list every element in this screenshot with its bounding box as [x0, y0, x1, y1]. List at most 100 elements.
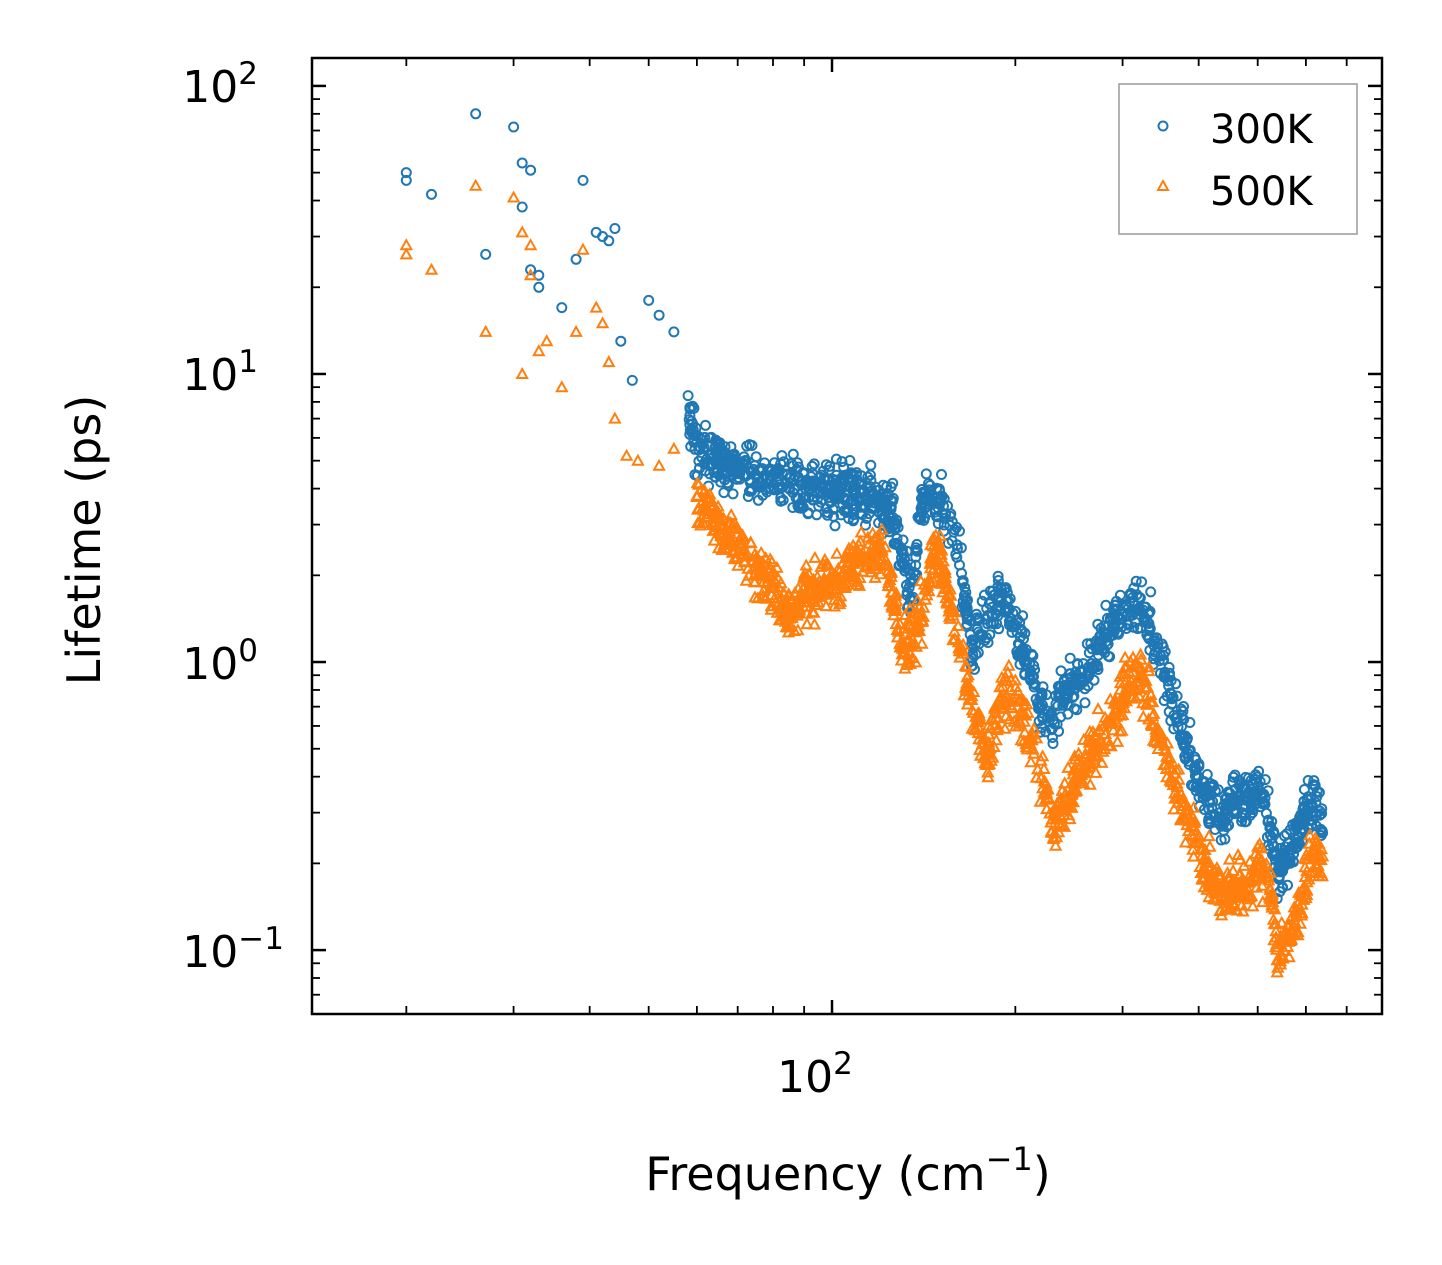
point-500k [1133, 647, 1148, 660]
point-500k [862, 536, 876, 549]
point-300k [1157, 649, 1169, 661]
point-300k [873, 484, 885, 496]
point-300k [1178, 738, 1189, 750]
point-300k [1307, 779, 1319, 791]
point-300k [835, 473, 847, 485]
point-500k [800, 617, 814, 630]
point-500k [866, 526, 880, 539]
point-500k [1014, 692, 1028, 705]
point-300k [877, 512, 889, 524]
point-500k [1186, 849, 1201, 862]
point-500k [771, 571, 785, 584]
point-500k [882, 575, 896, 588]
point-300k [766, 465, 778, 477]
point-300k [1064, 652, 1076, 664]
point-500k [1144, 687, 1158, 700]
point-300k [844, 455, 856, 466]
point-300k [695, 433, 707, 445]
point-300k [1162, 675, 1174, 687]
point-500k [1140, 696, 1154, 709]
point-500k [1269, 924, 1283, 937]
point-500k [691, 515, 705, 528]
point-500k [569, 324, 583, 337]
point-500k [706, 511, 721, 524]
point-300k [1012, 648, 1024, 660]
point-500k [1145, 709, 1160, 722]
point-500k [894, 653, 909, 666]
point-500k [799, 558, 813, 571]
point-500k [755, 564, 769, 577]
point-500k [960, 681, 974, 694]
point-500k [855, 548, 869, 561]
point-500k [1129, 691, 1143, 704]
point-500k [1035, 749, 1050, 762]
point-300k [961, 595, 973, 607]
point-500k [1138, 680, 1152, 693]
point-500k [1213, 870, 1227, 883]
point-300k [862, 471, 874, 483]
point-500k [1025, 727, 1040, 740]
point-500k [1037, 774, 1052, 787]
point-300k [939, 512, 951, 524]
point-300k [716, 446, 728, 458]
point-300k [710, 453, 722, 465]
point-500k [1058, 799, 1072, 812]
point-300k [737, 459, 749, 470]
point-300k [890, 537, 902, 549]
point-300k [1040, 726, 1052, 738]
point-500k [1265, 887, 1280, 900]
point-300k [1240, 800, 1252, 812]
point-500k [1167, 802, 1181, 815]
point-500k [965, 689, 979, 702]
point-300k [789, 470, 801, 482]
point-300k [533, 281, 545, 293]
point-500k [718, 536, 732, 549]
point-300k [938, 500, 949, 512]
point-300k [400, 167, 412, 179]
point-500k [987, 739, 1001, 752]
point-300k [992, 575, 1004, 586]
point-500k [1086, 734, 1100, 747]
point-300k [992, 570, 1004, 582]
point-300k [970, 648, 982, 660]
point-300k [994, 587, 1006, 599]
point-300k [1247, 807, 1258, 819]
point-300k [823, 464, 835, 476]
point-500k [751, 591, 765, 604]
point-300k [1156, 638, 1168, 650]
point-300k [849, 484, 861, 496]
point-500k [515, 225, 529, 238]
point-300k [727, 488, 739, 500]
point-500k [589, 300, 603, 313]
point-500k [1136, 709, 1150, 722]
point-500k [1065, 786, 1079, 799]
point-300k [1274, 842, 1286, 854]
point-300k [1290, 820, 1302, 832]
point-300k [1092, 618, 1104, 630]
point-500k [1196, 871, 1211, 884]
point-300k [868, 502, 880, 514]
point-500k [1097, 742, 1112, 755]
point-500k [1186, 818, 1200, 831]
point-300k [1154, 667, 1166, 679]
point-300k [752, 494, 764, 506]
point-500k [1093, 731, 1107, 744]
y-tick-label-10: 101 [182, 344, 258, 401]
point-300k [1100, 599, 1112, 611]
point-300k [1279, 841, 1291, 853]
point-300k [1231, 791, 1243, 802]
point-300k [1145, 586, 1157, 598]
point-300k [525, 264, 537, 276]
point-500k [923, 556, 938, 569]
point-300k [1151, 632, 1163, 644]
point-300k [762, 464, 774, 476]
point-300k [1314, 805, 1326, 817]
point-300k [1047, 738, 1059, 749]
point-500k [479, 324, 493, 337]
point-300k [1120, 623, 1132, 634]
point-300k [750, 470, 762, 482]
point-500k [749, 562, 764, 575]
point-300k [643, 294, 655, 306]
point-300k [925, 494, 937, 506]
point-300k [958, 589, 970, 601]
